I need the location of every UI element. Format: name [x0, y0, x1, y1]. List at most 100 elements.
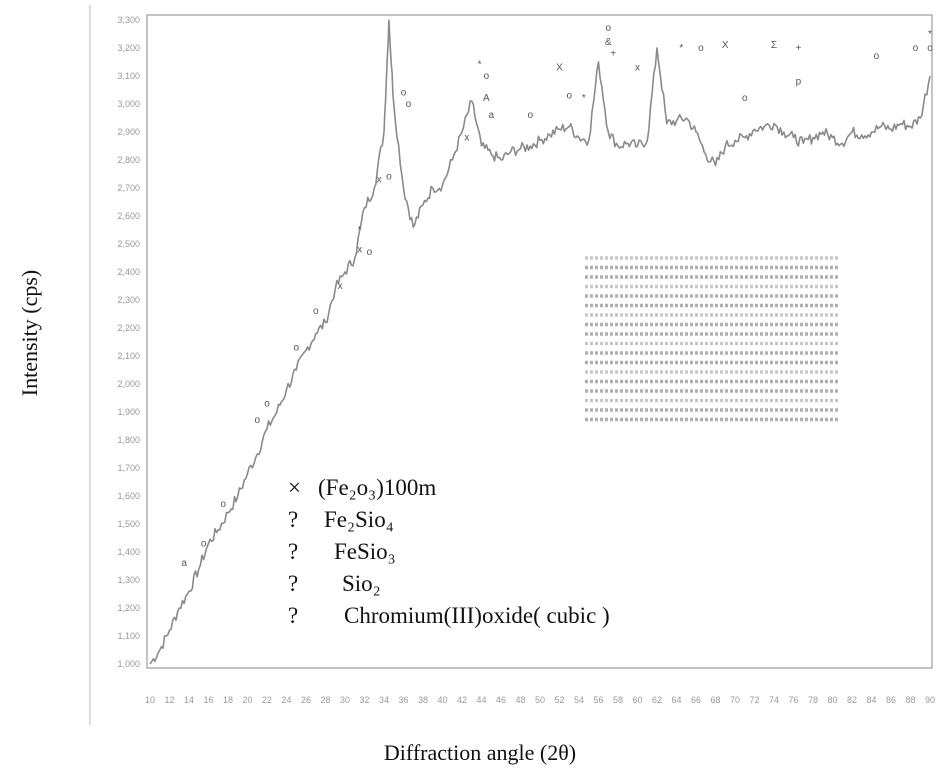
- peak-marker: o: [566, 90, 572, 101]
- legend-marker: ?: [288, 603, 299, 628]
- peak-marker: A: [483, 93, 490, 104]
- y-tick-label: 2,800: [117, 155, 140, 165]
- peak-marker: a: [181, 558, 187, 569]
- x-axis-ticks: 10 12 14 16 18 20 22 24 26 28 30 32 34 36 38 40 42 44 46 48…: [145, 695, 935, 705]
- y-tick-label: 1,100: [117, 631, 140, 641]
- y-tick-label: 3,200: [117, 43, 140, 53]
- y-tick-label: 1,000: [117, 659, 140, 669]
- x-tick-label: 46: [496, 695, 506, 705]
- x-tick-label: 40: [437, 695, 447, 705]
- legend-label: Fe₂Sio₄: [324, 507, 394, 532]
- legend-item: × (Fe₂o₃)100m: [288, 472, 728, 504]
- y-tick-label: 1,500: [117, 519, 140, 529]
- y-tick-label: 2,400: [117, 267, 140, 277]
- x-tick-label: 28: [320, 695, 330, 705]
- y-tick-label: 2,700: [117, 183, 140, 193]
- legend: × (Fe₂o₃)100m ? Fe₂Sio₄ ? FeSio₃ ? Sio₂ …: [288, 472, 728, 632]
- peak-marker: o: [313, 306, 319, 317]
- peak-marker: p: [796, 76, 802, 87]
- y-tick-label: 3,300: [117, 15, 140, 25]
- legend-marker: ?: [288, 507, 299, 532]
- legend-label: FeSio₃: [334, 539, 396, 564]
- x-tick-label: 22: [262, 695, 272, 705]
- x-tick-label: 16: [203, 695, 213, 705]
- x-tick-label: 66: [691, 695, 701, 705]
- y-tick-label: 2,900: [117, 127, 140, 137]
- peak-marker: x: [377, 174, 382, 185]
- faded-inset-table: [488, 220, 840, 605]
- x-tick-label: 70: [730, 695, 740, 705]
- peak-marker: x: [338, 281, 343, 292]
- peak-marker: o: [484, 71, 490, 82]
- x-tick-label: 26: [301, 695, 311, 705]
- y-tick-label: 2,300: [117, 295, 140, 305]
- peak-marker: X: [722, 40, 729, 51]
- x-tick-label: 18: [223, 695, 233, 705]
- y-tick-label: 1,400: [117, 547, 140, 557]
- peak-marker: o: [406, 99, 412, 110]
- x-tick-label: 10: [145, 695, 155, 705]
- peak-marker: *: [478, 60, 482, 71]
- y-tick-label: 3,000: [117, 99, 140, 109]
- peak-marker: o: [742, 93, 748, 104]
- legend-label: Chromium(III)oxide( cubic ): [344, 603, 610, 628]
- peak-marker: o: [927, 43, 933, 54]
- peak-marker: o: [874, 51, 880, 62]
- legend-label: (Fe₂o₃)100m: [318, 475, 437, 500]
- x-tick-label: 84: [866, 695, 876, 705]
- x-tick-label: 90: [925, 695, 935, 705]
- x-tick-label: 60: [632, 695, 642, 705]
- peak-marker: o: [367, 247, 373, 258]
- legend-item: ? FeSio₃: [288, 536, 728, 568]
- peak-marker: *: [928, 29, 932, 40]
- peak-marker: *: [358, 225, 362, 236]
- x-tick-label: 44: [476, 695, 486, 705]
- peak-marker: o: [254, 415, 260, 426]
- legend-item: ? Fe₂Sio₄: [288, 504, 728, 536]
- series-layer: [149, 19, 931, 665]
- peak-marker: o: [698, 43, 704, 54]
- x-tick-label: 58: [613, 695, 623, 705]
- inset-panel: [488, 460, 753, 605]
- peak-marker: &: [605, 37, 612, 48]
- peak-marker: o: [401, 88, 407, 99]
- peak-marker: +: [610, 48, 616, 59]
- peak-marker: o: [220, 499, 226, 510]
- x-tick-label: 50: [535, 695, 545, 705]
- x-tick-label: 20: [242, 695, 252, 705]
- y-axis-ticks: 1,000 1,100 1,200 1,300 1,400 1,500 1,600 1,700…: [117, 15, 140, 669]
- x-tick-label: 24: [281, 695, 291, 705]
- peak-marker: X: [556, 62, 563, 73]
- y-tick-label: 2,500: [117, 239, 140, 249]
- y-tick-label: 1,300: [117, 575, 140, 585]
- y-tick-label: 1,600: [117, 491, 140, 501]
- x-tick-label: 36: [398, 695, 408, 705]
- legend-label: Sio₂: [342, 571, 381, 596]
- y-tick-label: 2,600: [117, 211, 140, 221]
- peak-marker: x: [635, 62, 640, 73]
- series-line: [149, 19, 931, 665]
- peak-marker: a: [488, 110, 494, 121]
- x-tick-label: 72: [749, 695, 759, 705]
- x-tick-label: 38: [418, 695, 428, 705]
- legend-marker: ?: [288, 539, 299, 564]
- peak-marker: o: [264, 398, 270, 409]
- x-tick-label: 54: [574, 695, 584, 705]
- peak-marker: x: [357, 244, 362, 255]
- peak-marker: *: [582, 93, 586, 104]
- legend-marker: ×: [288, 475, 301, 500]
- y-tick-label: 2,200: [117, 323, 140, 333]
- peak-marker: o: [605, 23, 611, 34]
- y-tick-label: 2,000: [117, 379, 140, 389]
- y-tick-label: 1,700: [117, 463, 140, 473]
- y-tick-label: 1,900: [117, 407, 140, 417]
- y-tick-label: 2,100: [117, 351, 140, 361]
- peak-marker: +: [795, 43, 801, 54]
- y-axis-label: Intensity (cps): [17, 269, 42, 397]
- x-tick-label: 42: [457, 695, 467, 705]
- peak-marker: *: [679, 43, 683, 54]
- x-tick-label: 74: [769, 695, 779, 705]
- peak-marker: o: [201, 538, 207, 549]
- x-axis-label: Diffraction angle (2θ): [383, 740, 577, 765]
